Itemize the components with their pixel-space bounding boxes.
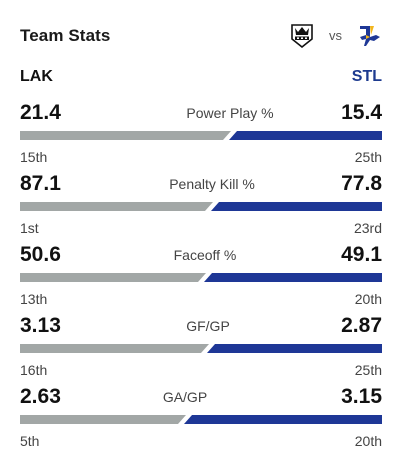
stat-row-ga-gp: 2.63 GA/GP 3.15 5th 20th (20, 385, 382, 455)
home-stat-bar (20, 415, 186, 424)
away-stat-rank: 20th (354, 291, 382, 307)
comparison-bars (20, 273, 382, 282)
away-stat-rank: 23rd (353, 220, 382, 236)
home-stat-bar (20, 202, 213, 211)
home-stat-rank: 13th (20, 291, 48, 307)
away-stat-rank: 25th (354, 362, 382, 378)
home-stat-value: 3.13 (20, 314, 61, 337)
away-stat-bar (207, 344, 382, 353)
comparison-bars (20, 202, 382, 211)
home-stat-value: 50.6 (20, 243, 61, 266)
home-stat-value: 87.1 (20, 172, 61, 195)
team-abbrev-row: LAK STL (20, 68, 382, 86)
stat-label: GA/GP (162, 389, 208, 405)
home-stat-value: 2.63 (20, 385, 61, 408)
stat-label: Faceoff % (173, 247, 237, 263)
home-stat-bar (20, 131, 231, 140)
comparison-bars (20, 344, 382, 353)
away-stat-value: 2.87 (341, 314, 382, 337)
home-stat-rank: 16th (20, 362, 48, 378)
home-team-abbrev: LAK (20, 68, 53, 85)
away-stat-rank: 25th (354, 149, 382, 165)
away-stat-value: 77.8 (341, 172, 382, 195)
away-stat-bar (184, 415, 382, 424)
st-louis-blues-note-icon (356, 21, 382, 49)
stat-label: Penalty Kill % (169, 176, 255, 192)
away-stat-value: 15.4 (341, 101, 382, 124)
home-stat-rank: 5th (20, 433, 40, 449)
stat-label: Power Play % (186, 105, 274, 121)
away-stat-bar (229, 131, 382, 140)
stat-row-penalty-kill: 87.1 Penalty Kill % 77.8 1st 23rd (20, 172, 382, 242)
home-stat-bar (20, 273, 206, 282)
comparison-bars (20, 415, 382, 424)
away-team-abbrev: STL (351, 68, 382, 85)
away-stat-bar (204, 273, 382, 282)
home-stat-rank: 15th (20, 149, 48, 165)
stat-label: GF/GP (186, 318, 230, 334)
vs-label: vs (329, 27, 342, 43)
away-stat-rank: 20th (354, 433, 382, 449)
away-stat-bar (211, 202, 382, 211)
stat-row-faceoff: 50.6 Faceoff % 49.1 13th 20th (20, 243, 382, 313)
home-stat-bar (20, 344, 209, 353)
comparison-bars (20, 131, 382, 140)
stat-row-gf-gp: 3.13 GF/GP 2.87 16th 25th (20, 314, 382, 384)
section-title: Team Stats (20, 26, 111, 45)
home-stat-rank: 1st (20, 220, 39, 236)
home-stat-value: 21.4 (20, 101, 61, 124)
away-stat-value: 49.1 (341, 243, 382, 266)
team-stats-header: Team Stats vs (20, 18, 382, 54)
away-stat-value: 3.15 (341, 385, 382, 408)
la-kings-crown-icon (289, 21, 315, 49)
stat-row-power-play: 21.4 Power Play % 15.4 15th 25th (20, 101, 382, 171)
matchup: vs (289, 20, 382, 50)
